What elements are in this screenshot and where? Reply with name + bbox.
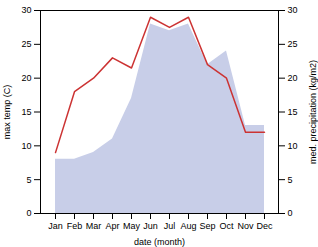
svg-text:May: May <box>123 221 141 231</box>
svg-text:10: 10 <box>288 141 298 151</box>
svg-text:Jul: Jul <box>164 221 176 231</box>
svg-text:0: 0 <box>288 208 293 218</box>
svg-text:30: 30 <box>288 5 298 15</box>
svg-text:Nov: Nov <box>237 221 254 231</box>
svg-text:25: 25 <box>288 39 298 49</box>
svg-text:Aug: Aug <box>180 221 196 231</box>
svg-text:Oct: Oct <box>219 221 234 231</box>
svg-text:Sep: Sep <box>199 221 215 231</box>
svg-text:20: 20 <box>21 73 31 83</box>
svg-text:10: 10 <box>21 141 31 151</box>
svg-text:Dec: Dec <box>256 221 273 231</box>
svg-text:5: 5 <box>288 175 293 185</box>
svg-text:15: 15 <box>21 107 31 117</box>
svg-text:20: 20 <box>288 73 298 83</box>
svg-text:date (month): date (month) <box>134 237 185 247</box>
svg-text:30: 30 <box>21 5 31 15</box>
svg-text:Jan: Jan <box>48 221 63 231</box>
svg-text:med. precipitation (kg/m2): med. precipitation (kg/m2) <box>308 60 318 164</box>
svg-text:0: 0 <box>26 208 31 218</box>
svg-text:Feb: Feb <box>67 221 83 231</box>
svg-text:25: 25 <box>21 39 31 49</box>
svg-text:max temp (C): max temp (C) <box>2 85 12 140</box>
svg-text:Mar: Mar <box>86 221 102 231</box>
svg-text:15: 15 <box>288 107 298 117</box>
svg-text:Apr: Apr <box>105 221 119 231</box>
svg-text:5: 5 <box>26 175 31 185</box>
svg-text:Jun: Jun <box>143 221 158 231</box>
